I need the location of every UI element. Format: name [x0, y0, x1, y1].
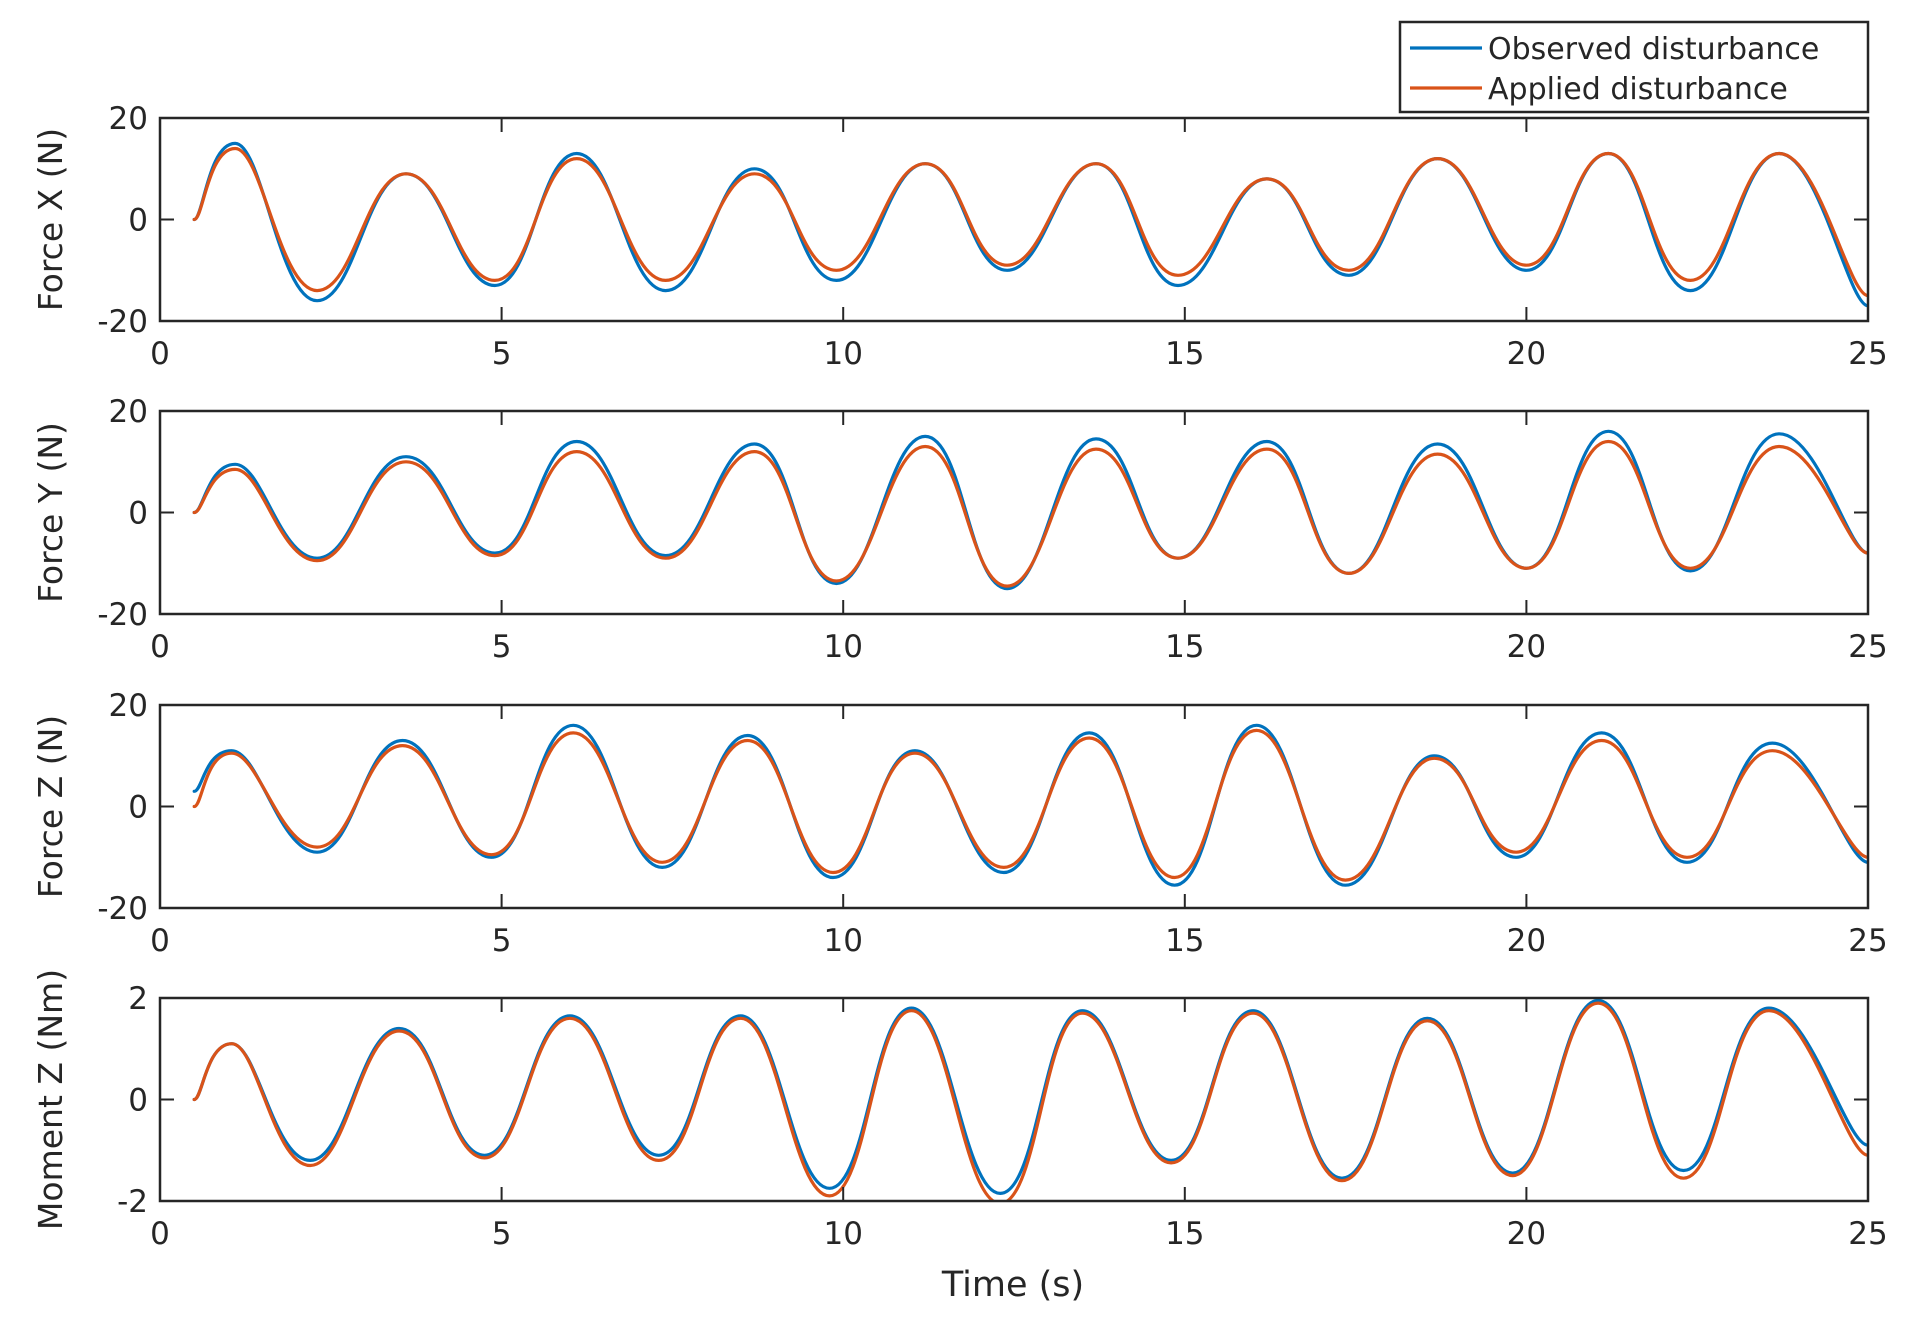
- x-tick-label: 25: [1848, 629, 1887, 665]
- x-tick-label: 25: [1848, 336, 1887, 372]
- y-tick-label: 0: [128, 790, 148, 826]
- y-tick-label: -20: [97, 304, 148, 340]
- x-tick-label: 10: [823, 336, 862, 372]
- x-tick-label: 20: [1507, 1216, 1546, 1252]
- y-axis-label-4: Moment Z (Nm): [31, 969, 70, 1230]
- series-applied-line-4: [192, 1001, 1868, 1201]
- y-axis-label-3: Force Z (N): [31, 715, 70, 898]
- x-tick-label: 25: [1848, 923, 1887, 959]
- legend: Observed disturbance Applied disturbance: [1398, 20, 1870, 114]
- y-tick-label: 2: [128, 981, 148, 1017]
- x-tick-label: 0: [150, 923, 170, 959]
- series-applied-line-3: [192, 728, 1868, 882]
- y-tick-label: 20: [109, 394, 148, 430]
- y-tick-label: 20: [109, 688, 148, 724]
- y-tick-label: 0: [128, 1083, 148, 1119]
- series-observed-line-1: [192, 141, 1868, 308]
- y-tick-label: 0: [128, 496, 148, 532]
- y-tick-label: 0: [128, 203, 148, 239]
- y-tick-label: 20: [109, 101, 148, 137]
- y-tick-label: -20: [97, 891, 148, 927]
- x-tick-label: 5: [492, 629, 512, 665]
- x-tick-label: 15: [1165, 629, 1204, 665]
- y-axis-label-1: Force X (N): [31, 128, 70, 311]
- x-tick-label: 15: [1165, 923, 1204, 959]
- legend-entry-label-1: Observed disturbance: [1488, 32, 1819, 67]
- x-axis-label: Time (s): [941, 1265, 1084, 1305]
- x-tick-label: 5: [492, 923, 512, 959]
- legend-entry-label-2: Applied disturbance: [1488, 72, 1788, 107]
- plot-frame-1: [158, 116, 1870, 323]
- x-tick-label: 10: [823, 629, 862, 665]
- series-applied-line-1: [192, 146, 1868, 298]
- x-tick-label: 0: [150, 336, 170, 372]
- x-tick-label: 20: [1507, 923, 1546, 959]
- x-tick-label: 20: [1507, 629, 1546, 665]
- x-tick-label: 25: [1848, 1216, 1887, 1252]
- x-tick-label: 15: [1165, 336, 1204, 372]
- y-tick-label: -2: [117, 1184, 148, 1220]
- x-tick-label: 0: [150, 629, 170, 665]
- x-tick-label: 0: [150, 1216, 170, 1252]
- x-tick-label: 10: [823, 923, 862, 959]
- series-observed-line-4: [192, 998, 1868, 1195]
- plot-frame-4: [158, 996, 1870, 1203]
- legend-box: [1398, 20, 1870, 114]
- series-applied-line-2: [192, 439, 1868, 588]
- y-tick-label: -20: [97, 597, 148, 633]
- y-axis-label-2: Force Y (N): [31, 422, 70, 603]
- x-tick-label: 15: [1165, 1216, 1204, 1252]
- x-tick-label: 10: [823, 1216, 862, 1252]
- x-tick-label: 20: [1507, 336, 1546, 372]
- x-tick-label: 5: [492, 336, 512, 372]
- x-tick-label: 5: [492, 1216, 512, 1252]
